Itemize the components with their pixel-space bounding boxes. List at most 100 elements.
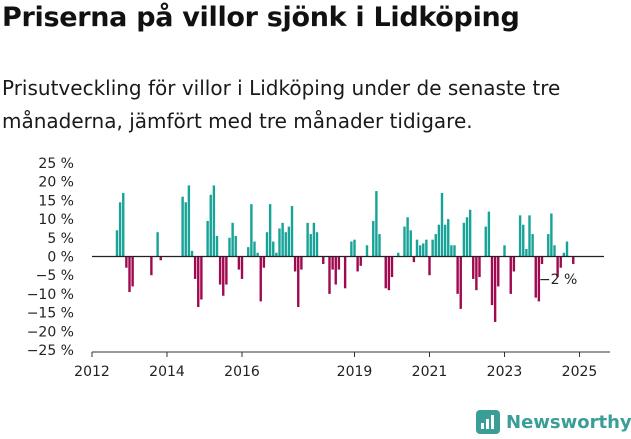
bar [215,235,219,257]
bar [343,256,347,289]
x-tick-label: 2014 [149,364,185,380]
y-tick-label: −15 % [27,306,74,322]
bar [434,234,437,257]
bar [475,256,478,291]
bar [528,215,531,257]
bar [309,234,312,257]
bar [490,256,494,306]
bar [159,256,162,261]
bar [559,256,562,268]
bar [228,237,231,257]
bar [556,256,559,278]
bar [150,256,153,276]
bar [293,256,297,272]
bar [350,241,353,257]
bar [468,209,472,257]
bar [503,245,506,257]
bar [193,256,197,279]
y-tick-label: 25 % [38,156,74,172]
bar [184,202,187,257]
bar [231,222,234,257]
bar [328,256,331,294]
bar [372,220,375,257]
bar [278,228,281,257]
bar [237,256,241,270]
bar [412,256,416,263]
y-tick-label: 10 % [38,212,74,228]
bar [190,250,194,257]
x-tick-label: 2019 [337,364,373,380]
x-tick-label: 2023 [487,364,523,380]
bar [562,252,566,257]
bar [275,252,278,257]
bar [384,256,387,289]
x-axis: 2012 2014 2016 2019 2021 2023 2025 [74,351,610,380]
bar [115,230,119,257]
y-tick-label: −10 % [27,287,74,303]
bar [375,191,378,257]
bar [437,224,441,257]
bar [259,256,262,302]
bar [418,245,422,257]
bar [387,256,391,291]
bar [409,230,412,257]
bar [453,245,456,257]
bar [478,256,481,278]
chart-subtitle: Prisutveckling för villor i Lidköping un… [2,76,561,133]
bar [572,256,575,264]
bar [450,245,453,257]
bar [447,219,450,257]
bar [522,224,525,257]
y-tick-label: 20 % [38,175,74,191]
bar [334,256,337,285]
bar [403,226,406,257]
bar [337,256,341,270]
bar [547,234,550,257]
bar [415,239,419,257]
bar [456,256,459,294]
brand-name: Newsworthy [506,411,631,433]
bar [250,204,253,257]
bar [537,256,541,302]
bar [425,239,428,257]
x-tick-label: 2021 [412,364,448,380]
y-tick-label: 0 % [47,250,74,266]
annotations: −2 % [539,272,577,288]
bar [397,252,400,257]
bar [262,256,266,268]
bar [281,222,284,257]
bar [531,234,534,257]
bar [268,204,272,257]
bar [462,222,466,257]
bar [443,224,447,257]
bar [122,192,125,257]
bar [440,192,444,257]
bar [428,256,431,276]
newsworthy-logo: Newsworthy [476,408,631,436]
y-tick-label: −20 % [27,324,74,340]
bar [312,222,316,257]
x-tick-label: 2016 [224,364,260,380]
bar [315,232,319,257]
y-tick-label: −5 % [36,268,74,284]
bar [518,215,522,257]
bar [459,256,462,309]
chart-title: Priserna på villor sjönk i Lidköping [2,2,520,33]
bar [422,243,425,257]
bar [331,256,334,270]
bar [297,256,300,307]
bar [565,241,569,257]
y-tick-label: 15 % [38,193,74,209]
bar [253,241,256,257]
bar [512,256,516,272]
bar [187,185,191,257]
bar [356,256,359,272]
y-tick-label: −25 % [27,343,74,359]
bar [359,256,362,266]
bar [353,239,356,257]
bar [128,256,131,293]
bar [431,239,434,257]
bar [256,252,259,257]
bar [284,232,287,257]
